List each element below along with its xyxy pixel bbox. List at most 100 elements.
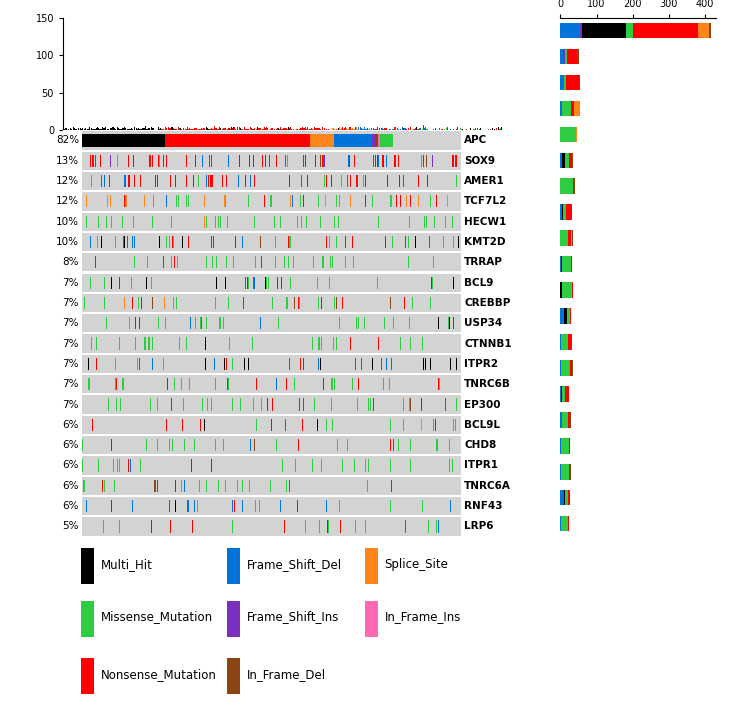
- Bar: [344, 134, 345, 146]
- Bar: [414, 129, 416, 130]
- Bar: [569, 438, 570, 453]
- Bar: [106, 215, 107, 228]
- Bar: [347, 439, 348, 451]
- Bar: [376, 134, 377, 146]
- Bar: [104, 175, 105, 187]
- Bar: [268, 236, 269, 248]
- Bar: [201, 318, 202, 329]
- Bar: [225, 520, 226, 532]
- Bar: [388, 134, 389, 146]
- Bar: [101, 236, 102, 248]
- Bar: [207, 128, 208, 130]
- Bar: [167, 378, 168, 390]
- Bar: [342, 297, 343, 309]
- Bar: [305, 134, 306, 146]
- Bar: [226, 256, 227, 268]
- Bar: [580, 23, 582, 38]
- Bar: [248, 358, 249, 370]
- Text: 6%: 6%: [62, 460, 79, 470]
- Bar: [170, 175, 171, 187]
- Bar: [303, 155, 304, 167]
- Bar: [473, 129, 475, 130]
- Bar: [569, 464, 570, 479]
- Bar: [385, 134, 386, 146]
- Bar: [446, 128, 447, 130]
- Bar: [90, 134, 91, 146]
- Bar: [146, 134, 147, 146]
- Bar: [379, 134, 380, 146]
- Bar: [373, 398, 374, 410]
- Text: 6%: 6%: [62, 481, 79, 491]
- Bar: [292, 195, 293, 208]
- Bar: [373, 155, 374, 167]
- Bar: [406, 256, 407, 268]
- Text: 7%: 7%: [62, 359, 79, 369]
- Bar: [212, 134, 213, 146]
- Bar: [239, 134, 240, 146]
- Bar: [371, 134, 372, 146]
- Bar: [187, 195, 188, 208]
- Bar: [308, 134, 309, 146]
- Bar: [163, 129, 164, 130]
- Bar: [202, 134, 203, 146]
- Bar: [218, 215, 219, 228]
- Bar: [214, 128, 216, 130]
- Bar: [163, 358, 164, 370]
- Bar: [86, 134, 87, 146]
- Bar: [252, 129, 253, 130]
- Bar: [229, 134, 230, 146]
- Bar: [398, 155, 399, 167]
- Bar: [115, 236, 116, 248]
- Text: TNRC6B: TNRC6B: [464, 379, 511, 389]
- Bar: [194, 439, 195, 451]
- Bar: [338, 215, 339, 228]
- Bar: [341, 127, 343, 130]
- Bar: [171, 134, 172, 146]
- Bar: [568, 412, 570, 427]
- Bar: [296, 129, 298, 130]
- Bar: [127, 134, 128, 146]
- Bar: [80, 128, 81, 130]
- Bar: [64, 129, 65, 130]
- Bar: [351, 129, 352, 130]
- Bar: [398, 129, 399, 130]
- Bar: [166, 128, 167, 130]
- Bar: [261, 256, 262, 268]
- Bar: [301, 215, 302, 228]
- Bar: [415, 236, 416, 248]
- Bar: [299, 398, 300, 410]
- Bar: [386, 134, 387, 146]
- Bar: [338, 134, 339, 146]
- Bar: [136, 134, 137, 146]
- Bar: [348, 129, 349, 130]
- Bar: [82, 415, 461, 434]
- Bar: [270, 134, 271, 146]
- Bar: [223, 129, 225, 130]
- Bar: [282, 134, 283, 146]
- Bar: [129, 318, 130, 329]
- Bar: [349, 134, 350, 146]
- Bar: [171, 215, 172, 228]
- Bar: [223, 134, 224, 146]
- Bar: [356, 175, 357, 187]
- Bar: [289, 134, 290, 146]
- Text: CTNNB1: CTNNB1: [464, 339, 512, 348]
- Bar: [390, 134, 391, 146]
- Bar: [82, 456, 461, 474]
- Bar: [402, 127, 403, 130]
- Bar: [387, 134, 388, 146]
- Bar: [400, 277, 401, 289]
- Bar: [82, 273, 461, 291]
- Bar: [182, 236, 183, 248]
- Bar: [188, 236, 189, 248]
- Bar: [340, 129, 341, 130]
- Bar: [328, 195, 329, 208]
- Bar: [110, 195, 111, 208]
- Bar: [165, 318, 166, 329]
- Bar: [82, 131, 461, 149]
- Bar: [470, 128, 471, 130]
- Bar: [367, 479, 368, 492]
- Bar: [348, 155, 349, 167]
- Bar: [152, 128, 153, 130]
- Bar: [98, 460, 99, 472]
